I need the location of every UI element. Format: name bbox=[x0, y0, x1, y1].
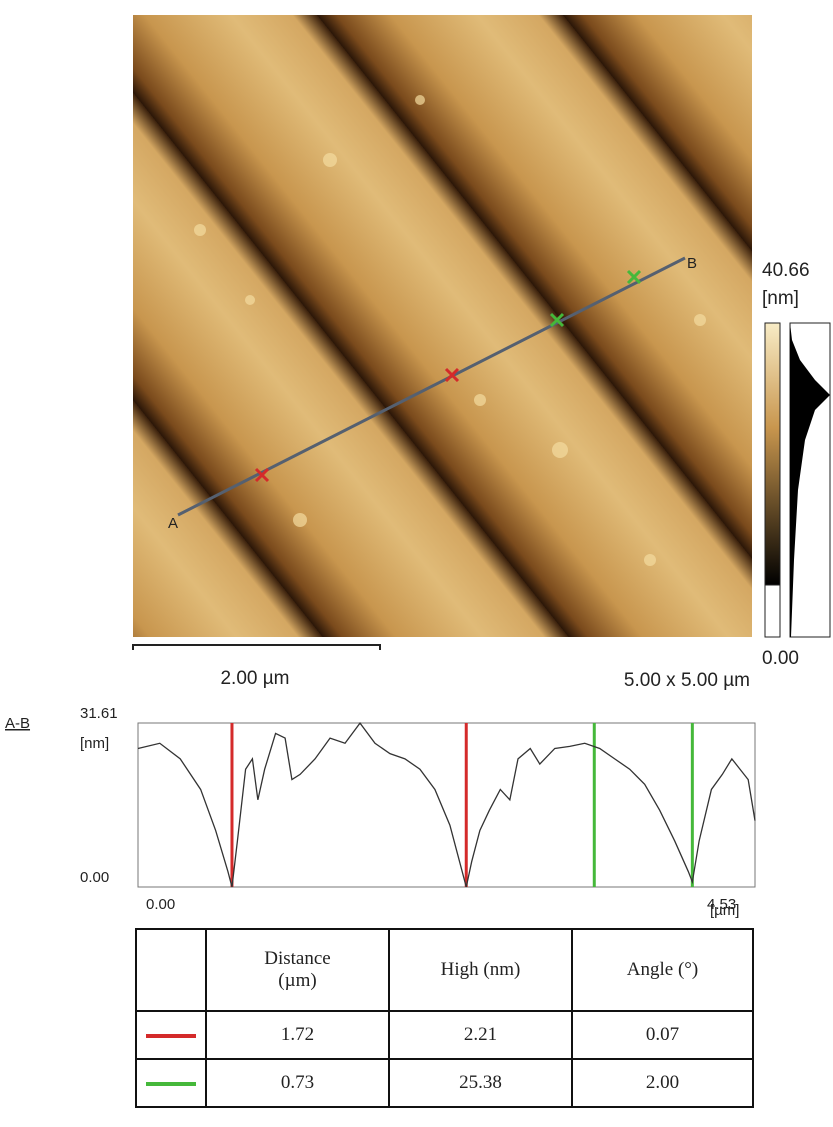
x-tick-label: 0.00 bbox=[146, 896, 175, 913]
afm-image bbox=[133, 15, 752, 637]
cell: 0.73 bbox=[205, 1058, 390, 1108]
colorbar-min: 0.00 bbox=[762, 648, 799, 669]
scale-bar bbox=[132, 644, 381, 650]
scan-size: 5.00 x 5.00 µm bbox=[624, 670, 750, 691]
x-unit: [µm] bbox=[710, 902, 739, 919]
header-cell: Angle (°) bbox=[571, 928, 754, 1012]
blank-header bbox=[135, 928, 207, 1012]
results-table: Distance (µm) High (nm) Angle (°) 1.72 2.… bbox=[135, 928, 754, 1108]
header-cell: Distance (µm) bbox=[205, 928, 390, 1012]
y-tick-label: 31.61 bbox=[80, 705, 118, 722]
swatch bbox=[146, 1081, 196, 1086]
header-text: Distance (µm) bbox=[264, 948, 331, 991]
swatch bbox=[146, 1033, 196, 1038]
cell: 2.21 bbox=[388, 1010, 573, 1060]
scale-bar-label: 2.00 µm bbox=[220, 668, 289, 689]
profile-frame bbox=[137, 722, 756, 888]
speckles bbox=[194, 95, 706, 566]
y-tick-label: 0.00 bbox=[80, 869, 109, 886]
cell: 0.07 bbox=[571, 1010, 754, 1060]
colorbar-unit: [nm] bbox=[762, 288, 799, 309]
point-b: B bbox=[687, 255, 697, 272]
colorbar-max: 40.66 bbox=[762, 260, 810, 281]
profile-label: A-B bbox=[5, 715, 30, 732]
header-cell: High (nm) bbox=[388, 928, 573, 1012]
x-tick-label: 4.53 bbox=[707, 896, 736, 913]
y-unit: [nm] bbox=[80, 735, 109, 752]
cell: 2.00 bbox=[571, 1058, 754, 1108]
profile-curve bbox=[137, 721, 756, 888]
cell: 25.38 bbox=[388, 1058, 573, 1108]
cell: 1.72 bbox=[205, 1010, 390, 1060]
profile-line bbox=[177, 256, 686, 517]
colorbar bbox=[764, 322, 781, 586]
point-a: A bbox=[168, 515, 178, 532]
histogram bbox=[790, 323, 830, 637]
figure: A B 2.00 µm 5.00 x 5.00 µm 40.66 [nm] 0.… bbox=[5, 15, 831, 919]
markers bbox=[254, 269, 642, 483]
swatch-cell bbox=[135, 1010, 207, 1060]
swatch-cell bbox=[135, 1058, 207, 1108]
